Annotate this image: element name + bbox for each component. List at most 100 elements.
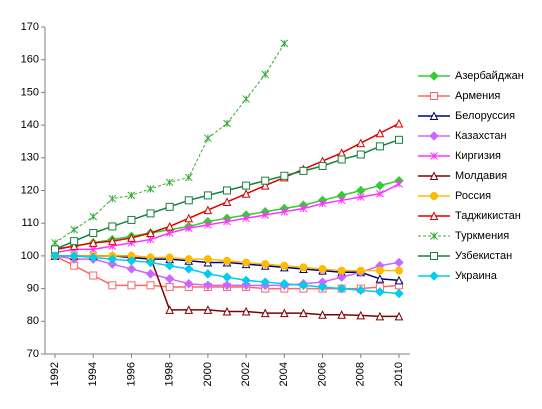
marker: [318, 264, 327, 273]
x-tick-label: 2002: [240, 362, 252, 386]
marker: [395, 135, 403, 144]
legend-label: Узбекистан: [455, 250, 512, 262]
marker: [318, 310, 327, 319]
marker: [280, 207, 289, 216]
marker: [146, 281, 155, 290]
marker: [164, 274, 175, 284]
x-tick-label: 2004: [278, 362, 290, 386]
marker: [429, 131, 439, 141]
marker: [127, 233, 136, 242]
marker: [299, 263, 308, 272]
marker: [337, 148, 346, 157]
legend-label: Таджикистан: [455, 210, 521, 222]
marker: [394, 257, 404, 268]
marker: [203, 269, 213, 279]
marker: [280, 171, 289, 180]
marker: [242, 258, 251, 267]
marker: [317, 282, 328, 292]
marker: [223, 119, 231, 128]
marker: [337, 310, 346, 319]
marker: [376, 189, 384, 198]
marker: [261, 260, 270, 269]
marker: [108, 222, 117, 231]
x-tick-label: 2008: [355, 362, 367, 386]
marker: [430, 192, 438, 200]
marker: [356, 185, 366, 196]
y-tick-label: 160: [21, 54, 39, 66]
marker: [394, 311, 404, 321]
marker: [336, 272, 347, 282]
y-tick-label: 120: [21, 184, 39, 196]
x-tick-label: 2010: [393, 362, 405, 386]
marker: [107, 254, 118, 264]
marker: [260, 308, 270, 318]
marker: [107, 259, 118, 269]
marker: [356, 266, 365, 275]
marker: [375, 180, 385, 191]
marker: [261, 211, 270, 219]
marker: [430, 232, 438, 240]
marker: [203, 205, 213, 215]
series-line: [54, 122, 400, 251]
marker: [242, 95, 250, 103]
marker: [50, 251, 60, 261]
marker: [165, 282, 174, 291]
marker: [318, 161, 327, 170]
marker: [280, 261, 289, 270]
marker: [184, 264, 194, 274]
marker: [127, 215, 136, 224]
legend-label: Казахстан: [455, 130, 507, 142]
marker: [165, 202, 174, 211]
marker: [429, 111, 439, 120]
marker: [375, 287, 385, 297]
marker: [429, 211, 439, 220]
marker: [88, 252, 98, 263]
marker: [375, 274, 385, 283]
legend-label: Армения: [455, 90, 500, 102]
marker: [88, 238, 98, 247]
marker: [146, 185, 155, 193]
marker: [299, 166, 308, 175]
marker: [203, 305, 213, 314]
marker: [375, 311, 385, 321]
marker: [337, 155, 346, 164]
marker: [223, 217, 231, 226]
x-tick-label: 1994: [87, 362, 99, 386]
marker: [89, 212, 98, 221]
marker: [222, 306, 232, 316]
marker: [336, 283, 347, 294]
marker: [223, 256, 231, 265]
marker: [356, 310, 366, 320]
marker: [203, 191, 212, 200]
marker: [430, 152, 438, 160]
marker: [146, 235, 155, 244]
marker: [184, 305, 194, 314]
marker: [356, 193, 365, 201]
marker: [375, 266, 384, 275]
y-tick-label: 130: [21, 152, 39, 164]
marker: [241, 275, 251, 286]
series: [51, 39, 289, 247]
marker: [203, 255, 212, 264]
marker: [280, 308, 289, 318]
legend-label: Азербайджан: [455, 70, 524, 82]
marker: [223, 186, 231, 195]
marker: [184, 255, 193, 264]
marker: [241, 280, 251, 291]
series: [51, 180, 403, 257]
series: [51, 135, 403, 254]
marker: [127, 191, 136, 200]
y-tick-label: 90: [27, 283, 39, 295]
series-line: [54, 43, 285, 244]
marker: [430, 252, 438, 260]
marker: [356, 138, 366, 148]
y-tick-label: 170: [21, 21, 39, 33]
marker: [260, 277, 270, 287]
marker: [145, 257, 156, 268]
marker: [337, 266, 346, 275]
marker: [222, 272, 232, 282]
y-tick-label: 110: [21, 217, 39, 229]
marker: [241, 189, 251, 198]
marker: [430, 92, 438, 100]
marker: [69, 251, 79, 261]
